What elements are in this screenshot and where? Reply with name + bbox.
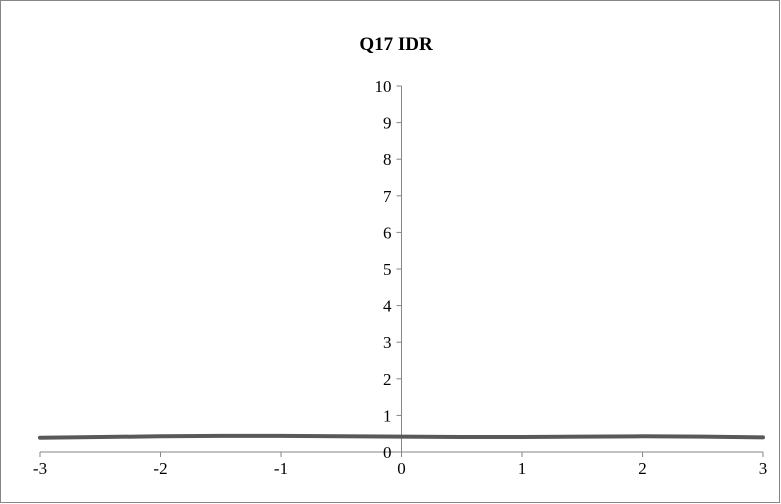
chart-title: Q17 IDR — [359, 34, 433, 55]
x-tick-label: 2 — [638, 459, 647, 478]
y-tick-label: 9 — [383, 114, 392, 133]
series-line-0 — [38, 433, 765, 440]
y-tick-label: 7 — [383, 187, 392, 206]
y-axis: 0 1 2 3 4 5 6 7 8 9 10 — [375, 77, 402, 462]
x-tick-label: -2 — [153, 459, 167, 478]
y-tick-label: 6 — [383, 223, 392, 242]
x-tick-label: -3 — [33, 459, 47, 478]
y-tick-label: 0 — [383, 443, 392, 462]
x-tick-label: 3 — [759, 459, 768, 478]
y-tick-label: 1 — [383, 406, 392, 425]
y-tick-label: 8 — [383, 150, 392, 169]
y-tick-label: 3 — [383, 333, 392, 352]
y-tick-label: 5 — [383, 260, 392, 279]
y-tick-label: 10 — [375, 77, 392, 96]
series-group — [38, 433, 765, 440]
x-tick-label: 0 — [397, 459, 406, 478]
x-tick-label: 1 — [518, 459, 527, 478]
y-tick-label: 4 — [383, 297, 392, 316]
x-tick-label: -1 — [274, 459, 288, 478]
y-tick-label: 2 — [383, 370, 392, 389]
